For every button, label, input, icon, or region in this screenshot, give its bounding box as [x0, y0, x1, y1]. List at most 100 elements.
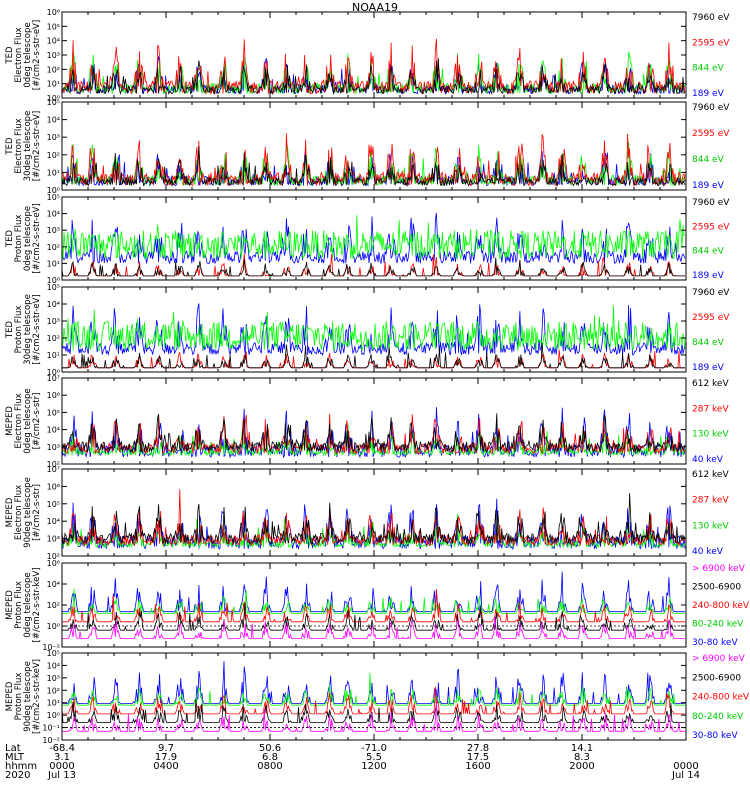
- footer-mlt-value: 5.5: [366, 752, 382, 763]
- legend-entry: 80-240 keV: [692, 712, 744, 722]
- y-axis-label-line: [#/cm2-s-str-eV]: [32, 203, 42, 273]
- legend-entry: 189 eV: [692, 89, 725, 99]
- y-tick-label: 10⁰: [47, 186, 60, 195]
- y-tick-label: 10⁰: [47, 368, 60, 377]
- legend-entry: 240-800 keV: [692, 693, 750, 703]
- footer-mlt-value: 17.5: [467, 752, 489, 763]
- trace-7960-ev: [61, 58, 686, 96]
- y-tick-label: 10¹: [47, 699, 60, 708]
- footer-hhmm-value: 1600: [465, 761, 490, 772]
- legend-entry: 130 keV: [692, 521, 729, 531]
- y-axis-label-line: TED: [5, 320, 15, 339]
- footer-lat-value: -68.4: [49, 743, 75, 754]
- footer-date-value: Jul 13: [47, 770, 76, 781]
- y-tick-label: 10³: [47, 317, 60, 326]
- y-tick-label: 10³: [47, 535, 60, 544]
- y-tick-label: 10¹: [47, 168, 60, 177]
- legend-entry: 287 keV: [692, 496, 729, 506]
- trace-240-800-kev: [62, 589, 685, 624]
- footer-row-label: hhmm: [5, 761, 37, 772]
- footer-lat-value: -71.0: [361, 743, 387, 754]
- y-tick-label: 10¹: [47, 259, 60, 268]
- y-axis-label-line: Electron Flux: [14, 485, 24, 540]
- y-tick-label: 10⁻²: [42, 736, 60, 745]
- panel-4: 10⁰ 10¹ 10² 10³ 10⁴ 10⁵ TED Proton Flux 30deg te…: [5, 283, 730, 377]
- y-axis-label-line: Proton Flux: [14, 215, 24, 263]
- y-tick-label: 10²: [47, 686, 60, 695]
- trace-287-kev: [61, 489, 686, 547]
- y-tick-label: 10⁶: [47, 391, 60, 400]
- y-tick-label: 10⁰: [47, 622, 60, 631]
- y-axis-label-line: Electron Flux: [14, 27, 24, 82]
- panel-1: 10⁰ 10¹ 10² 10³ 10⁴ 10⁵ 10⁶ TED Electron Flux 0de…: [5, 8, 730, 103]
- y-tick-label: 10⁴: [47, 116, 60, 125]
- trace-80-240-kev: [62, 588, 685, 615]
- y-tick-label: 10⁰: [47, 94, 60, 103]
- legend-entry: 844 eV: [692, 338, 725, 348]
- legend-entry: 40 keV: [692, 547, 724, 557]
- legend-entry: > 6900 keV: [692, 564, 746, 574]
- y-tick-label: 10⁶: [47, 8, 60, 17]
- footer-row-label: MLT: [5, 752, 25, 763]
- legend-entry: 30-80 keV: [692, 638, 738, 648]
- y-axis-label-line: [#/cm2-s-str-keV]: [32, 659, 42, 734]
- footer-lat-value: 50.6: [259, 743, 281, 754]
- panel-6: 10² 10³ 10⁴ 10⁵ 10⁶ 10⁷ MEPED Electron Flux 90de…: [5, 465, 729, 561]
- legend-entry: 612 keV: [692, 379, 729, 389]
- y-axis-label-line: 90deg telescope: [23, 477, 33, 548]
- panel-8: 10⁻² 10⁻¹ 10⁰ 10¹ 10² 10³ 10⁴ 10⁵ MEPED Proton Fl…: [5, 649, 750, 745]
- trace--6900-kev: [62, 699, 685, 733]
- legend-entry: 2595 eV: [692, 222, 730, 232]
- panel-7: 10⁻² 10⁰ 10² 10⁴ 10⁶ MEPED Proton Flux 0deg tel…: [5, 559, 750, 652]
- y-axis-label-line: 30deg telescope: [23, 294, 33, 365]
- panel-3: 10⁰ 10¹ 10² 10³ 10⁴ 10⁵ TED Proton Flux 0deg tel…: [5, 193, 730, 285]
- y-tick-label: 10⁴: [47, 517, 60, 526]
- legend-entry: 2595 eV: [692, 313, 730, 323]
- legend-entry: 40 keV: [692, 455, 724, 465]
- legend-entry: > 6900 keV: [692, 654, 746, 664]
- y-axis-label-line: 0deg telescope: [23, 572, 33, 637]
- y-tick-label: 10²: [47, 151, 60, 160]
- trace-2595-ev: [61, 38, 686, 96]
- y-tick-label: 10⁴: [47, 580, 60, 589]
- legend-entry: 844 eV: [692, 247, 725, 257]
- y-tick-label: 10³: [47, 226, 60, 235]
- y-tick-label: 10²: [47, 552, 60, 561]
- y-tick-label: 10⁵: [47, 193, 60, 202]
- y-tick-label: 10³: [47, 133, 60, 142]
- footer-date-value: Jul 14: [671, 770, 700, 781]
- y-tick-label: 10²: [47, 460, 60, 469]
- trace-30-80-kev: [62, 661, 685, 705]
- trace-2595-ev: [62, 349, 685, 370]
- y-tick-label: 10²: [47, 65, 60, 74]
- legend-entry: 7960 eV: [692, 13, 730, 23]
- y-axis-label-line: 0deg telescope: [23, 388, 33, 453]
- y-axis-label-line: Electron Flux: [14, 393, 24, 448]
- y-axis-label-line: [#/cm2-s-str]: [32, 393, 42, 450]
- footer-hhmm-value: 2000: [569, 761, 594, 772]
- y-axis-label-line: MEPED: [5, 406, 15, 436]
- footer-lat-value: 9.7: [158, 743, 174, 754]
- footer-hhmm-value: 0000: [49, 761, 74, 772]
- y-axis-label-line: Electron Flux: [14, 118, 24, 173]
- y-tick-label: 10⁵: [47, 408, 60, 417]
- legend-entry: 189 eV: [692, 363, 725, 373]
- trace--6900-kev: [62, 616, 685, 640]
- footer-row-label: Lat: [5, 743, 21, 754]
- y-tick-label: 10⁴: [47, 37, 60, 46]
- y-axis-label-line: Proton Flux: [14, 306, 24, 354]
- y-tick-label: 10³: [47, 51, 60, 60]
- y-tick-label: 10⁶: [47, 559, 60, 568]
- y-axis-label-line: 90deg telescope: [23, 661, 33, 732]
- legend-entry: 844 eV: [692, 155, 725, 165]
- legend-entry: 7960 eV: [692, 198, 730, 208]
- y-axis-label-line: MEPED: [5, 590, 15, 620]
- y-tick-label: 10²: [47, 601, 60, 610]
- footer-row-label: 2020: [5, 770, 30, 781]
- y-axis-label-line: TED: [5, 229, 15, 248]
- y-tick-label: 10²: [47, 334, 60, 343]
- footer-mlt-value: 6.8: [262, 752, 278, 763]
